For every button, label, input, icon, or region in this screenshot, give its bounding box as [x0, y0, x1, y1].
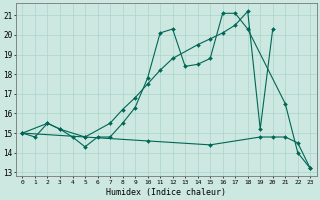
- X-axis label: Humidex (Indice chaleur): Humidex (Indice chaleur): [106, 188, 226, 197]
